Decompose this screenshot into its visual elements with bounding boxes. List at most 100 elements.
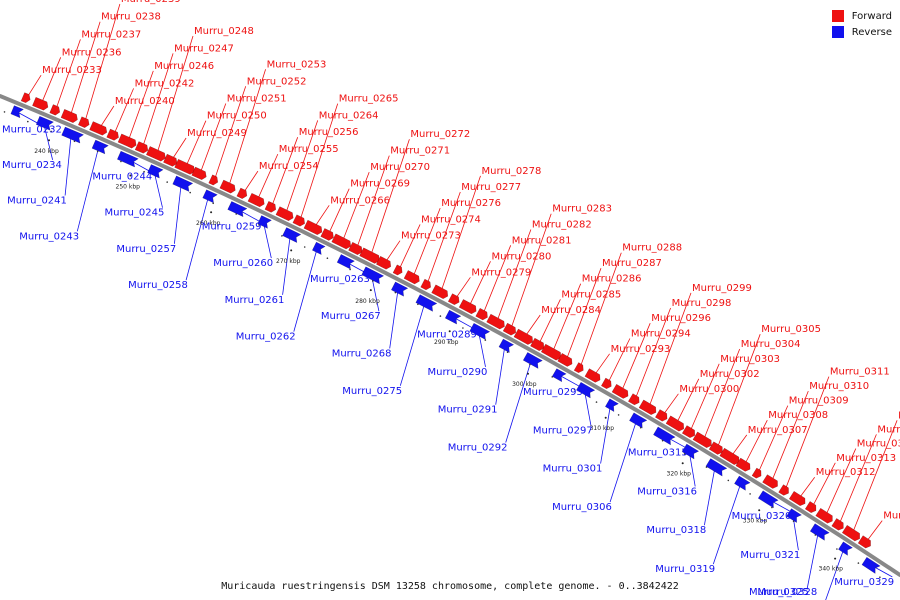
- gene-label-murru_0285: Murru_0285: [561, 289, 621, 300]
- gene-label-murru_0286: Murru_0286: [582, 274, 642, 285]
- gene-block-murru_0243: [91, 139, 109, 155]
- leader-murru_0295: [557, 374, 582, 388]
- track-dot: [439, 315, 442, 317]
- gene-label-murru_0274: Murru_0274: [421, 214, 481, 225]
- leader-murru_0307: [730, 434, 748, 458]
- gene-label-murru_0252: Murru_0252: [247, 76, 307, 87]
- track-dot: [372, 280, 374, 282]
- leader-murru_0328: [825, 547, 845, 600]
- gene-label-murru_0290: Murru_0290: [428, 367, 488, 378]
- gene-block-murru_0248: [145, 146, 166, 162]
- gene-block-murru_0328: [838, 541, 854, 556]
- gene-label-murru_0241: Murru_0241: [7, 196, 67, 207]
- map-caption: Muricauda ruestringensis DSM 13258 chrom…: [221, 581, 679, 592]
- leader-murru_0287: [565, 268, 602, 361]
- leader-murru_0314: [824, 448, 857, 517]
- track-dot: [506, 351, 509, 354]
- gene-block-murru_0234: [35, 115, 55, 131]
- gene-label-murru_0270: Murru_0270: [370, 162, 430, 173]
- leader-murru_0283: [510, 213, 552, 331]
- gene-label-murru_0313: Murru_0313: [836, 453, 896, 464]
- track-dot: [792, 520, 795, 522]
- leader-murru_0304: [702, 348, 741, 441]
- gene-label-murru_0318: Murru_0318: [646, 525, 706, 536]
- gene-label-murru_0287: Murru_0287: [602, 258, 662, 269]
- gene-block-murru_0297: [576, 381, 596, 399]
- gene-label-murru_0306: Murru_0306: [552, 502, 612, 513]
- track-dot: [303, 246, 306, 248]
- gene-block-murru_0262: [311, 241, 326, 256]
- gene-label-murru_0266: Murru_0266: [330, 195, 390, 206]
- leader-murru_0313: [811, 462, 836, 509]
- gene-block-murru_0233: [20, 92, 31, 104]
- leader-murru_0257: [174, 183, 182, 244]
- gene-block-murru_0289: [444, 309, 462, 325]
- track-dot: [814, 534, 817, 536]
- gene-block-murru_0317: [831, 518, 844, 531]
- gene-block-murru_0254: [236, 187, 248, 199]
- leader-murru_0239: [84, 3, 121, 123]
- gene-block-murru_0329: [861, 556, 881, 574]
- gene-label-murru_0257: Murru_0257: [116, 244, 176, 255]
- legend: Forward Reverse: [831, 8, 892, 40]
- gene-block-murru_0244: [116, 150, 139, 168]
- leader-murru_0298: [634, 307, 671, 401]
- gene-block-murru_0276: [403, 270, 420, 285]
- track-dot: [573, 388, 576, 391]
- gene-block-murru_0283: [502, 322, 517, 336]
- track-dot: [771, 506, 773, 509]
- gene-label-murru_0299: Murru_0299: [692, 283, 752, 294]
- gene-label-murru_0283: Murru_0283: [552, 204, 612, 215]
- leader-murru_0255: [256, 153, 279, 201]
- leader-murru_0254: [242, 170, 259, 195]
- gene-block-murru_0277: [420, 278, 431, 291]
- gene-label-murru_0291: Murru_0291: [438, 405, 498, 416]
- tick-label-10: 340 kbp: [819, 566, 844, 573]
- leader-murru_0294: [607, 338, 631, 385]
- gene-label-murru_0246: Murru_0246: [154, 61, 214, 72]
- gene-label-murru_0233: Murru_0233: [42, 65, 102, 76]
- leader-murru_0252: [213, 86, 247, 181]
- gene-label-murru_0296: Murru_0296: [651, 313, 711, 324]
- gene-track: [10, 92, 881, 574]
- leader-murru_0258: [185, 195, 210, 281]
- leader-murru_0296: [620, 323, 651, 393]
- gene-block-murru_0259: [227, 201, 248, 218]
- track-dot: [462, 327, 464, 329]
- gene-label-murru_0304: Murru_0304: [741, 339, 801, 350]
- gene-label-murru_0315: Murru_0315: [628, 448, 688, 459]
- track-dot: [595, 401, 598, 403]
- track-dot: [749, 493, 751, 495]
- tick-mark-2: [210, 211, 213, 214]
- gene-label-murru_0300: Murru_0300: [679, 384, 739, 395]
- gene-block-murru_0294: [600, 377, 612, 390]
- tick-mark-6: [527, 372, 529, 375]
- leader-murru_0323: [865, 520, 883, 543]
- leader-murru_0261: [282, 234, 291, 295]
- gene-block-murru_0300: [654, 409, 668, 422]
- gene-label-murru_0244: Murru_0244: [92, 172, 152, 183]
- tick-mark-1: [129, 174, 132, 177]
- gene-block-murru_0246: [117, 133, 137, 149]
- gene-block-murru_0281: [475, 307, 488, 321]
- gene-block-murru_0296: [611, 383, 629, 399]
- leader-murru_0293: [593, 353, 610, 377]
- leader-murru_0276: [412, 207, 441, 279]
- gene-label-murru_0243: Murru_0243: [19, 231, 79, 242]
- gene-block-murru_0288: [573, 362, 584, 374]
- leader-murru_0286: [551, 283, 582, 354]
- gene-block-murru_0314: [815, 507, 833, 524]
- gene-label-murru_0292: Murru_0292: [448, 443, 508, 454]
- leader-murru_0285: [537, 299, 561, 346]
- gene-label-murru_0316: Murru_0316: [637, 486, 697, 497]
- leader-murru_0305: [716, 334, 761, 450]
- tick-label-6: 300 kbp: [512, 381, 537, 388]
- track-dot: [529, 363, 531, 366]
- track-dot: [96, 150, 99, 153]
- gene-label-murru_0236: Murru_0236: [62, 47, 122, 58]
- gene-block-murru_0315: [653, 426, 676, 446]
- track-dot: [484, 339, 487, 341]
- gene-block-murru_0251: [191, 166, 207, 180]
- gene-block-murru_0240: [89, 121, 108, 136]
- tick-label-5: 290 kbp: [434, 339, 459, 346]
